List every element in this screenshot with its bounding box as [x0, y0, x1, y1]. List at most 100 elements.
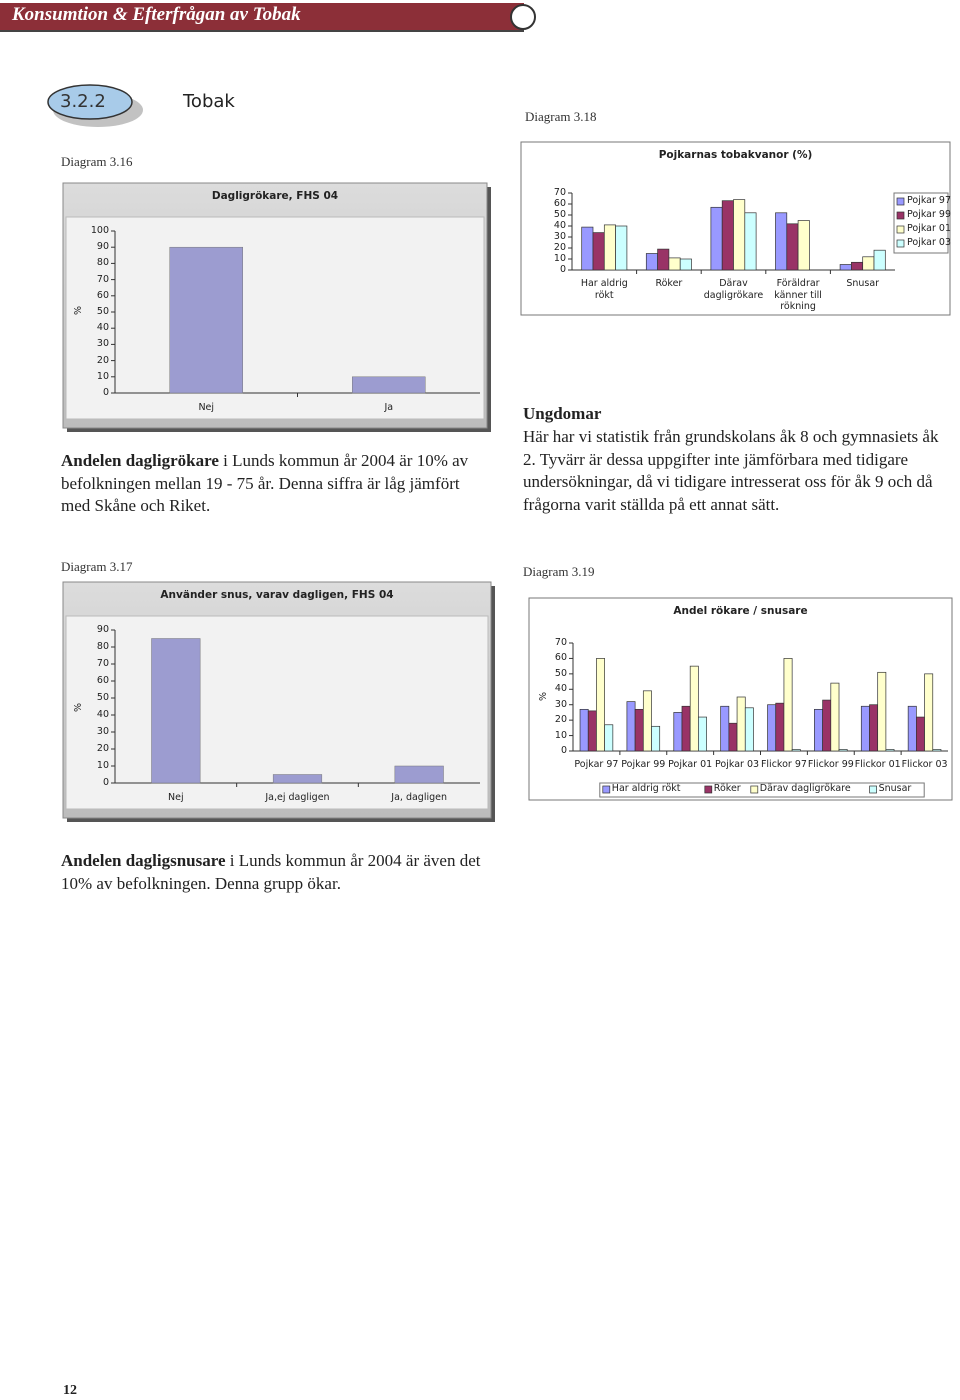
y-tick-label: 10: [96, 370, 109, 382]
bar: [839, 264, 852, 271]
y-tick-label: 60: [553, 198, 566, 209]
bar: [775, 702, 785, 752]
bar: [775, 212, 788, 271]
bar: [822, 699, 832, 752]
y-tick-label: 0: [102, 777, 109, 788]
heading: Ungdomar: [523, 404, 602, 423]
section-pill: [47, 84, 133, 120]
x-tick-label: Ja,ej dagligen: [265, 792, 330, 803]
bar: [907, 705, 917, 752]
y-tick-label: 50: [96, 692, 109, 703]
bar: [645, 253, 658, 271]
bar: [721, 200, 734, 271]
legend-swatch: [704, 785, 713, 794]
bar: [786, 223, 799, 271]
x-tick-label: Pojkar 03: [715, 759, 760, 770]
y-tick-label: 10: [554, 729, 567, 741]
y-tick-label: 20: [553, 242, 566, 253]
y-tick-label: 40: [96, 709, 109, 720]
paragraph: Andelen dagligrökare i Lunds kommun år 2…: [61, 450, 491, 518]
legend-label: Därav dagligrökare: [759, 783, 851, 794]
x-tick-label: Röker: [655, 278, 683, 289]
legend-label: Pojkar 03: [907, 237, 952, 248]
bar: [592, 232, 605, 271]
lead: Andelen dagligrökare: [61, 451, 219, 470]
x-tick-label: Pojkar 97: [574, 759, 619, 770]
bar: [860, 705, 870, 752]
header-knob: [510, 4, 536, 30]
x-tick-label: Flickor 97: [760, 759, 807, 770]
caption: Diagram 3.19: [523, 564, 595, 579]
bar: [596, 658, 605, 752]
bar: [736, 696, 746, 752]
bar: [679, 258, 692, 271]
bar: [169, 246, 243, 394]
bar: [615, 225, 628, 271]
y-tick-label: 50: [553, 209, 566, 220]
bar: [838, 749, 848, 752]
bar: [394, 765, 444, 784]
x-tick-label: Ja, dagligen: [391, 792, 448, 803]
bar: [657, 248, 670, 271]
y-tick-label: 10: [553, 253, 566, 264]
bar: [728, 722, 738, 752]
y-tick-label: 40: [553, 220, 566, 231]
section-number: 3.2.2: [60, 91, 106, 112]
bar: [689, 665, 699, 752]
chart-title: Andel rökare / snusare: [673, 605, 808, 617]
x-tick-label: Pojkar 99: [621, 759, 666, 770]
chart-title: Pojkarnas tobakvanor (%): [658, 149, 813, 161]
bar: [783, 658, 793, 752]
legend-label: Snusar: [878, 783, 912, 794]
legend-label: Har aldrig rökt: [611, 783, 681, 794]
y-tick-label: 70: [96, 658, 109, 669]
y-tick-label: 50: [554, 667, 567, 679]
y-tick-label: 60: [554, 652, 567, 664]
bar: [720, 705, 730, 752]
legend-label: Pojkar 97: [907, 195, 952, 206]
caption: Diagram 3.17: [61, 559, 133, 574]
y-tick-label: 90: [96, 241, 109, 253]
bar: [797, 220, 810, 271]
bar: [767, 704, 777, 752]
bar: [634, 708, 644, 752]
bar: [744, 212, 757, 271]
x-tick-label: Flickor 01: [854, 759, 901, 770]
body-text: i Lunds kommun år 2004 är 10% av befolkn…: [61, 451, 469, 515]
bar: [791, 749, 801, 752]
y-tick-label: 100: [90, 225, 109, 236]
bar: [579, 708, 589, 752]
y-tick-label: 70: [554, 637, 567, 648]
bar: [924, 673, 934, 752]
bar: [642, 690, 652, 752]
paragraph: Andelen dagligsnusare i Lunds kommun år …: [61, 850, 481, 895]
chart-title: Använder snus, varav dagligen, FHS 04: [160, 589, 394, 601]
x-tick-label: Nej: [198, 402, 215, 413]
bar: [916, 716, 925, 752]
y-tick-label: 0: [559, 264, 566, 275]
bar: [744, 707, 754, 752]
y-tick-label: 30: [553, 231, 566, 242]
bar: [830, 682, 840, 752]
chart-title: Dagligrökare, FHS 04: [211, 190, 339, 202]
bar: [681, 705, 691, 752]
bar: [272, 774, 323, 784]
y-tick-label: 20: [96, 743, 109, 754]
x-tick-label: Flickor 03: [901, 759, 948, 770]
bar: [932, 749, 942, 752]
legend-swatch: [896, 225, 905, 234]
bar: [651, 725, 661, 752]
y-tick-label: 10: [96, 760, 109, 771]
bar: [603, 224, 616, 271]
bar: [873, 249, 886, 271]
legend-label: Röker: [713, 783, 741, 794]
bar: [885, 749, 895, 752]
bar: [352, 376, 426, 394]
bar: [869, 704, 879, 752]
bar: [151, 638, 201, 784]
body-text: i Lunds kommun år 2004 är även det 10% a…: [61, 851, 481, 893]
legend-label: Pojkar 01: [907, 223, 952, 234]
bar: [668, 257, 681, 271]
paragraph: Här har vi statistik från grundskolans å…: [523, 427, 939, 514]
